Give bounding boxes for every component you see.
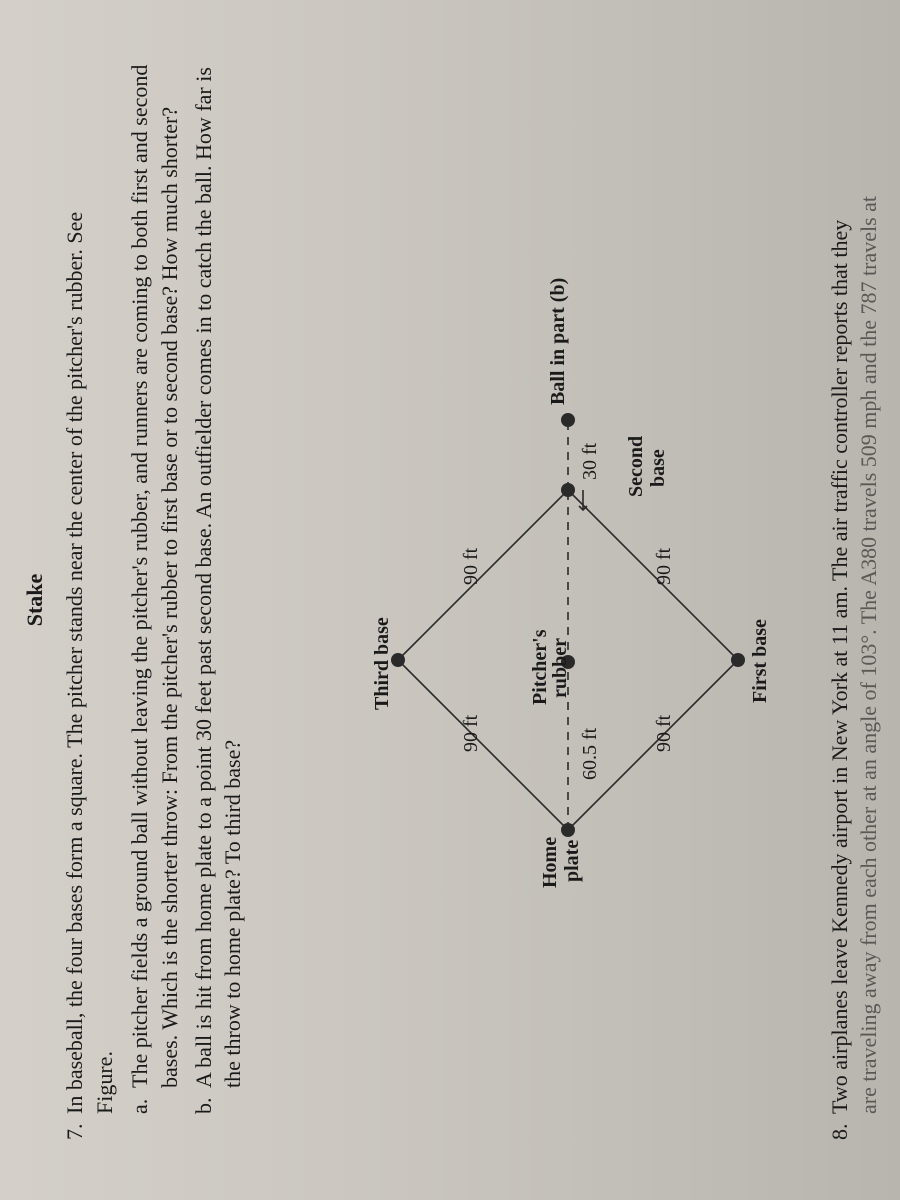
label-side-bl: 90 ft — [653, 714, 675, 752]
problem-7-stem-line2: Figure. — [92, 1051, 117, 1114]
label-third-base: Third base — [371, 617, 393, 710]
label-side-tl: 90 ft — [460, 714, 482, 752]
label-side-tr: 90 ft — [460, 547, 482, 585]
label-second-1: Second — [625, 436, 647, 497]
label-home-1: Home — [539, 837, 561, 888]
problem-8-stem: Two airplanes leave Kennedy airport in N… — [825, 60, 884, 1114]
problem-8: 8. Two airplanes leave Kennedy airport i… — [825, 60, 884, 1140]
problem-7-stem: In baseball, the four bases form a squar… — [60, 60, 119, 1114]
worksheet-page: Stake 7. In baseball, the four bases for… — [0, 0, 900, 1200]
problem-7: 7. In baseball, the four bases form a sq… — [60, 60, 248, 1140]
label-pitcher-1: Pitcher's — [529, 629, 551, 705]
label-second-2: base — [647, 449, 669, 487]
label-ball: Ball in part (b) — [547, 278, 569, 405]
problem-7-stem-line1: In baseball, the four bases form a squar… — [62, 212, 87, 1114]
problem-7b: b. A ball is hit from home plate to a po… — [189, 60, 248, 1114]
problem-7a-text: The pitcher fields a ground ball without… — [125, 60, 184, 1088]
problem-8-number: 8. — [825, 1114, 855, 1140]
problem-8-line2: are traveling away from each other at an… — [856, 196, 881, 1114]
label-side-br: 90 ft — [653, 547, 675, 585]
label-60-5: 60.5 ft — [579, 727, 601, 780]
label-30ft: 30 ft — [579, 442, 601, 480]
problem-8-line1: Two airplanes leave Kennedy airport in N… — [827, 220, 852, 1114]
page-header: Stake — [20, 574, 50, 627]
label-first-base: First base — [749, 619, 771, 703]
problem-7a: a. The pitcher fields a ground ball with… — [125, 60, 184, 1114]
baseball-diagram: Third base 90 ft 90 ft 90 ft 90 ft Pitch… — [288, 60, 808, 1140]
label-home-2: plate — [561, 840, 583, 882]
problem-7-number: 7. — [60, 1114, 90, 1140]
problem-7a-label: a. — [125, 1088, 184, 1114]
problem-7-subparts: a. The pitcher fields a ground ball with… — [125, 60, 248, 1114]
problem-7b-label: b. — [189, 1088, 248, 1114]
problem-7b-text: A ball is hit from home plate to a point… — [189, 60, 248, 1088]
label-pitcher-2: rubber — [549, 638, 571, 698]
